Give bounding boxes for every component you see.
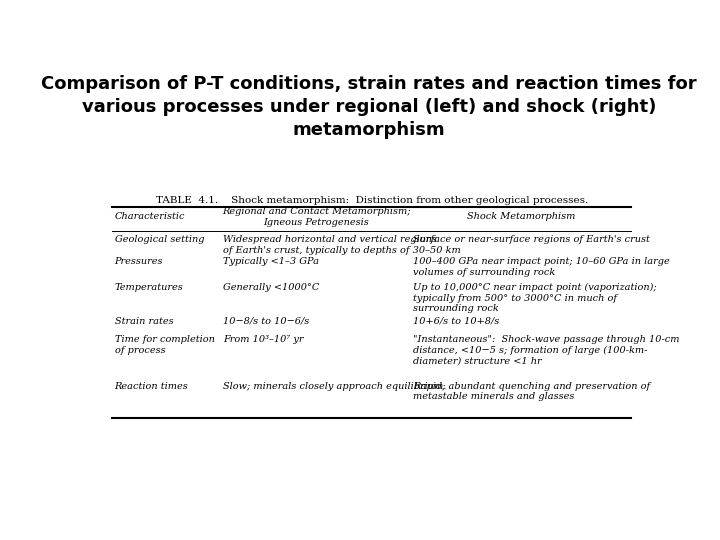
Text: From 10³–10⁷ yr: From 10³–10⁷ yr <box>223 335 304 344</box>
Text: TABLE  4.1.    Shock metamorphism:  Distinction from other geological processes.: TABLE 4.1. Shock metamorphism: Distincti… <box>156 196 588 205</box>
Text: Reaction times: Reaction times <box>114 382 189 390</box>
Text: 10−8/s to 10−6/s: 10−8/s to 10−6/s <box>223 317 310 326</box>
Text: Generally <1000°C: Generally <1000°C <box>223 282 320 292</box>
Text: Time for completion
of process: Time for completion of process <box>114 335 215 355</box>
Text: 100–400 GPa near impact point; 10–60 GPa in large
volumes of surrounding rock: 100–400 GPa near impact point; 10–60 GPa… <box>413 257 670 276</box>
Text: Comparison of P-T conditions, strain rates and reaction times for
various proces: Comparison of P-T conditions, strain rat… <box>41 75 697 139</box>
Text: Regional and Contact Metamorphism;
Igneous Petrogenesis: Regional and Contact Metamorphism; Igneo… <box>222 207 410 227</box>
Text: Characteristic: Characteristic <box>114 212 185 221</box>
Text: Rapid; abundant quenching and preservation of
metastable minerals and glasses: Rapid; abundant quenching and preservati… <box>413 382 650 401</box>
Text: 10+6/s to 10+8/s: 10+6/s to 10+8/s <box>413 317 500 326</box>
Text: Typically <1–3 GPa: Typically <1–3 GPa <box>223 257 320 266</box>
Text: Temperatures: Temperatures <box>114 282 184 292</box>
Text: Shock Metamorphism: Shock Metamorphism <box>467 212 575 221</box>
Text: Surface or near-surface regions of Earth's crust: Surface or near-surface regions of Earth… <box>413 235 650 244</box>
Text: Strain rates: Strain rates <box>114 317 174 326</box>
Text: Up to 10,000°C near impact point (vaporization);
typically from 500° to 3000°C i: Up to 10,000°C near impact point (vapori… <box>413 282 657 313</box>
Text: Geological setting: Geological setting <box>114 235 204 244</box>
Text: Slow; minerals closely approach equilibrium.: Slow; minerals closely approach equilibr… <box>223 382 446 390</box>
Text: Widespread horizontal and vertical regions
of Earth's crust, typically to depths: Widespread horizontal and vertical regio… <box>223 235 461 255</box>
Text: Pressures: Pressures <box>114 257 163 266</box>
Text: "Instantaneous":  Shock-wave passage through 10-cm
distance, <10−5 s; formation : "Instantaneous": Shock-wave passage thro… <box>413 335 680 366</box>
